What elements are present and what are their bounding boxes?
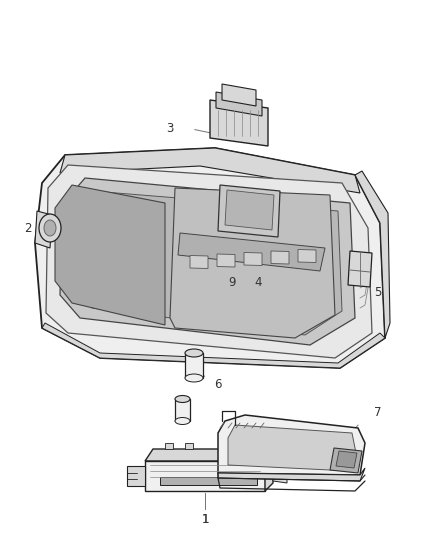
Text: 6: 6: [214, 378, 222, 392]
Polygon shape: [228, 425, 356, 471]
Ellipse shape: [185, 349, 203, 357]
Polygon shape: [265, 449, 273, 491]
Text: 9: 9: [228, 277, 236, 289]
Polygon shape: [218, 185, 280, 237]
Polygon shape: [185, 353, 203, 378]
Ellipse shape: [185, 374, 203, 382]
Polygon shape: [185, 443, 193, 449]
Ellipse shape: [39, 214, 61, 242]
Polygon shape: [160, 477, 257, 485]
Ellipse shape: [175, 417, 190, 424]
Text: 5: 5: [374, 287, 381, 300]
Polygon shape: [35, 211, 52, 248]
Polygon shape: [42, 323, 385, 368]
Polygon shape: [225, 190, 274, 230]
Polygon shape: [355, 171, 390, 338]
Text: 2: 2: [24, 222, 32, 235]
Polygon shape: [244, 253, 262, 265]
Polygon shape: [245, 443, 253, 449]
Polygon shape: [217, 254, 235, 267]
Polygon shape: [348, 251, 372, 287]
Polygon shape: [271, 251, 289, 264]
Polygon shape: [70, 191, 342, 335]
Polygon shape: [336, 451, 357, 468]
Ellipse shape: [175, 395, 190, 402]
Text: 7: 7: [374, 407, 382, 419]
Text: 1: 1: [201, 513, 209, 526]
Polygon shape: [218, 468, 365, 481]
Ellipse shape: [44, 220, 56, 236]
Polygon shape: [298, 249, 316, 262]
Polygon shape: [330, 448, 362, 473]
Polygon shape: [210, 100, 268, 146]
Polygon shape: [170, 188, 335, 338]
Polygon shape: [165, 443, 173, 449]
Polygon shape: [218, 415, 365, 475]
Polygon shape: [46, 165, 372, 358]
Polygon shape: [145, 449, 273, 461]
Text: 4: 4: [254, 277, 262, 289]
Text: 3: 3: [166, 122, 174, 134]
Polygon shape: [190, 255, 208, 269]
Text: 1: 1: [201, 513, 209, 526]
Polygon shape: [216, 92, 262, 116]
Polygon shape: [273, 469, 287, 483]
Polygon shape: [127, 466, 145, 486]
Polygon shape: [145, 461, 265, 491]
Polygon shape: [175, 399, 190, 421]
Polygon shape: [222, 84, 256, 106]
Polygon shape: [60, 178, 355, 345]
Polygon shape: [55, 185, 165, 325]
Polygon shape: [60, 148, 360, 193]
Polygon shape: [178, 233, 325, 271]
Polygon shape: [35, 148, 385, 368]
